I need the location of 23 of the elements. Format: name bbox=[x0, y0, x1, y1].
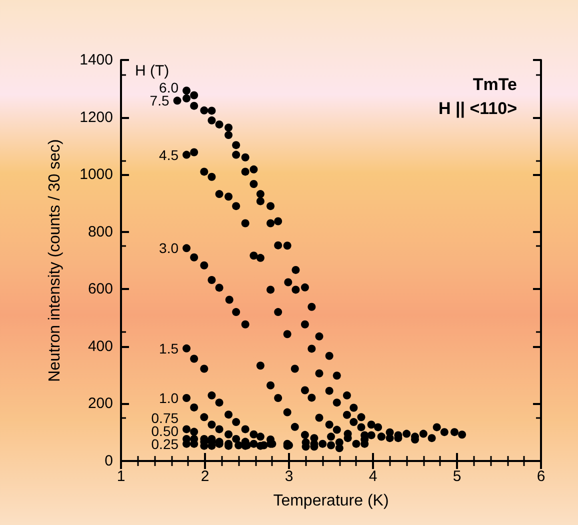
series-label: 4.5 bbox=[159, 146, 179, 163]
annotation: H || <110> bbox=[438, 99, 518, 118]
y-axis-title: Neutron intensity (counts / 30 sec) bbox=[46, 139, 64, 382]
x-tick-label: 5 bbox=[452, 468, 462, 485]
series-label: 3.0 bbox=[159, 240, 179, 256]
legend-title: H (T) bbox=[135, 62, 170, 80]
series-label: 1.5 bbox=[159, 340, 179, 356]
y-tick-label: 1400 bbox=[80, 52, 113, 68]
y-tick-label: 0 bbox=[104, 452, 113, 470]
y-tick-label: 1200 bbox=[80, 108, 113, 126]
x-tick-label: 6 bbox=[536, 468, 546, 485]
y-tick-label: 1000 bbox=[80, 166, 113, 184]
y-tick-label: 600 bbox=[88, 280, 113, 298]
y-tick-label: 200 bbox=[88, 395, 113, 412]
annotation: TmTe bbox=[472, 75, 517, 94]
y-tick-label: 400 bbox=[88, 338, 113, 355]
x-tick-label: 2 bbox=[200, 468, 210, 485]
x-tick-label: 1 bbox=[116, 468, 126, 485]
x-axis-title: Temperature (K) bbox=[273, 492, 389, 510]
series-label: 1.0 bbox=[159, 390, 179, 406]
y-tick-label: 800 bbox=[88, 223, 113, 240]
x-tick-label: 4 bbox=[368, 468, 378, 485]
x-tick-label: 3 bbox=[284, 468, 294, 485]
